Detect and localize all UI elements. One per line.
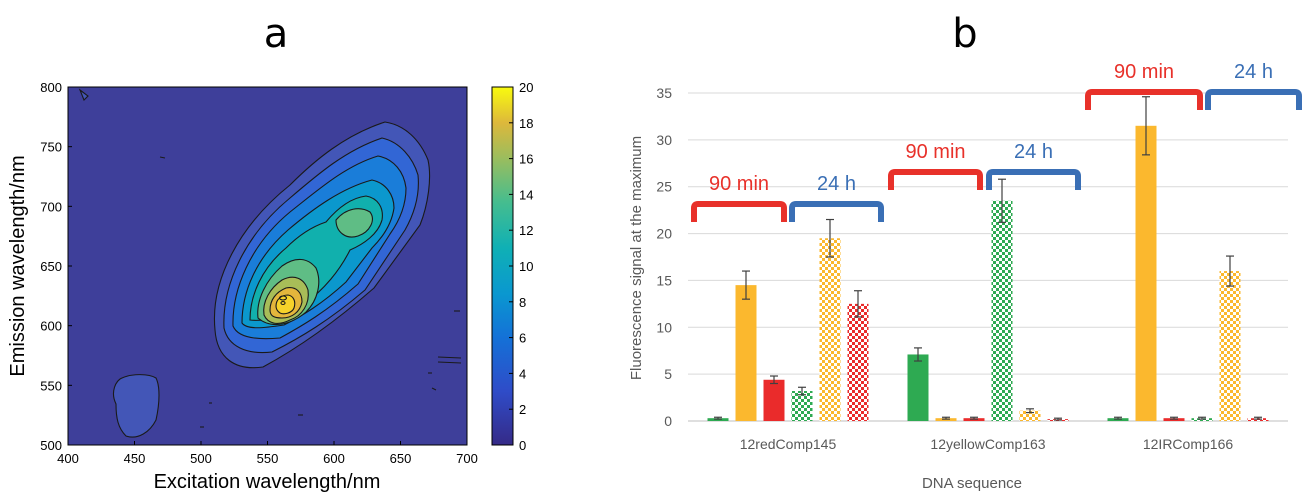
- plot-a-x-tick-label: 650: [390, 451, 412, 466]
- panel-a-letter: a: [264, 11, 289, 57]
- plot-a-y-tick-label: 550: [40, 378, 62, 393]
- plot-a-x-tick-label: 500: [190, 451, 212, 466]
- plot-a-x-ticks: 400 450 500 550 600 650 700: [57, 441, 478, 466]
- colorbar-tick-label: 10: [519, 259, 533, 274]
- bar-chart: 0 5 10 15 20 25 30 35 12redComp145 12yellowComp1…: [628, 61, 1302, 492]
- time-bracket: [986, 169, 1081, 190]
- plot-b-y-label: Fluorescence signal at the maximum: [628, 136, 645, 380]
- plot-a-x-tick-label: 600: [323, 451, 345, 466]
- colorbar-tick-label: 14: [519, 187, 533, 202]
- plot-b-category-label: 12IRComp166: [1143, 436, 1233, 452]
- plot-b-category-label: 12redComp145: [740, 436, 837, 452]
- contour-levels: [78, 88, 462, 438]
- time-bracket: [888, 169, 983, 190]
- bar: [907, 354, 929, 421]
- plot-a-x-tick-label: 700: [456, 451, 478, 466]
- bar: [735, 285, 757, 421]
- contour-plot: 400 450 500 550 600 650 700 500 550 600 650 700 750…: [7, 80, 478, 493]
- colorbar-tick-label: 0: [519, 438, 526, 453]
- colorbar-tick-label: 8: [519, 295, 526, 310]
- bar: [791, 391, 813, 421]
- plot-b-gridlines: [688, 92, 1288, 422]
- plot-b-y-tick-label: 15: [656, 272, 672, 288]
- plot-a-y-tick-label: 500: [40, 438, 62, 453]
- time-bracket: [1205, 89, 1302, 110]
- colorbar: 0 2 4 6 8 10 12 14 16 18 20: [491, 80, 533, 453]
- plot-b-y-ticks: 0 5 10 15 20 25 30 35: [656, 85, 672, 429]
- plot-b-y-tick-label: 20: [656, 226, 672, 242]
- time-bracket-label: 90 min: [905, 141, 965, 163]
- plot-b-y-tick-label: 5: [664, 366, 672, 382]
- plot-a-y-tick-label: 600: [40, 319, 62, 334]
- plot-a-y-label: Emission wavelength/nm: [7, 155, 29, 376]
- plot-b-x-label: DNA sequence: [922, 475, 1022, 492]
- colorbar-tick-label: 20: [519, 80, 533, 95]
- plot-a-y-ticks: 500 550 600 650 700 750 800: [40, 80, 72, 453]
- time-bracket-label: 90 min: [1114, 61, 1174, 83]
- time-bracket: [691, 201, 787, 222]
- plot-a-x-tick-label: 400: [57, 451, 79, 466]
- bar: [1219, 271, 1241, 421]
- bar: [1019, 410, 1041, 421]
- plot-b-category-label: 12yellowComp163: [930, 436, 1045, 452]
- plot-a-y-tick-label: 650: [40, 259, 62, 274]
- colorbar-tick-label: 18: [519, 116, 533, 131]
- plot-a-x-tick-label: 550: [257, 451, 279, 466]
- panel-b-letter: b: [952, 11, 977, 57]
- bar: [1135, 125, 1157, 422]
- colorbar-ticks: 0 2 4 6 8 10 12 14 16 18 20: [509, 80, 533, 453]
- time-bracket-label: 24 h: [1234, 61, 1273, 83]
- time-bracket-label: 24 h: [817, 173, 856, 195]
- time-bracket-label: 24 h: [1014, 141, 1053, 163]
- plot-b-y-tick-label: 0: [664, 413, 672, 429]
- plot-a-x-tick-label: 450: [124, 451, 146, 466]
- plot-b-y-tick-label: 35: [656, 85, 672, 101]
- colorbar-tick-label: 2: [519, 402, 526, 417]
- bar: [847, 303, 869, 421]
- colorbar-tick-label: 16: [519, 152, 533, 167]
- plot-b-y-tick-label: 10: [656, 319, 672, 335]
- plot-b-y-tick-label: 25: [656, 179, 672, 195]
- plot-b-categories: 12redComp145 12yellowComp163 12IRComp166: [740, 436, 1234, 452]
- plot-a-x-label: Excitation wavelength/nm: [154, 471, 381, 493]
- colorbar-tick-label: 12: [519, 223, 533, 238]
- contour-level-12-b: [335, 208, 373, 238]
- plot-b-y-tick-label: 30: [656, 132, 672, 148]
- plot-a-y-tick-label: 800: [40, 80, 62, 95]
- plot-b-time-brackets: 90 min 24 h 90 min 24 h 90 min 24 h: [691, 61, 1302, 222]
- contour-level-19: [278, 295, 288, 301]
- time-bracket: [1085, 89, 1203, 110]
- plot-a-y-tick-label: 750: [40, 140, 62, 155]
- bar: [991, 200, 1013, 421]
- contour-blob-lower-left: [113, 374, 160, 438]
- bar: [819, 238, 841, 421]
- plot-b-bars: [707, 96, 1269, 422]
- colorbar-tick-label: 6: [519, 331, 526, 346]
- plot-a-y-tick-label: 700: [40, 199, 62, 214]
- colorbar-tick-label: 4: [519, 366, 526, 381]
- bar: [763, 379, 785, 421]
- time-bracket: [789, 201, 884, 222]
- time-bracket-label: 90 min: [709, 173, 769, 195]
